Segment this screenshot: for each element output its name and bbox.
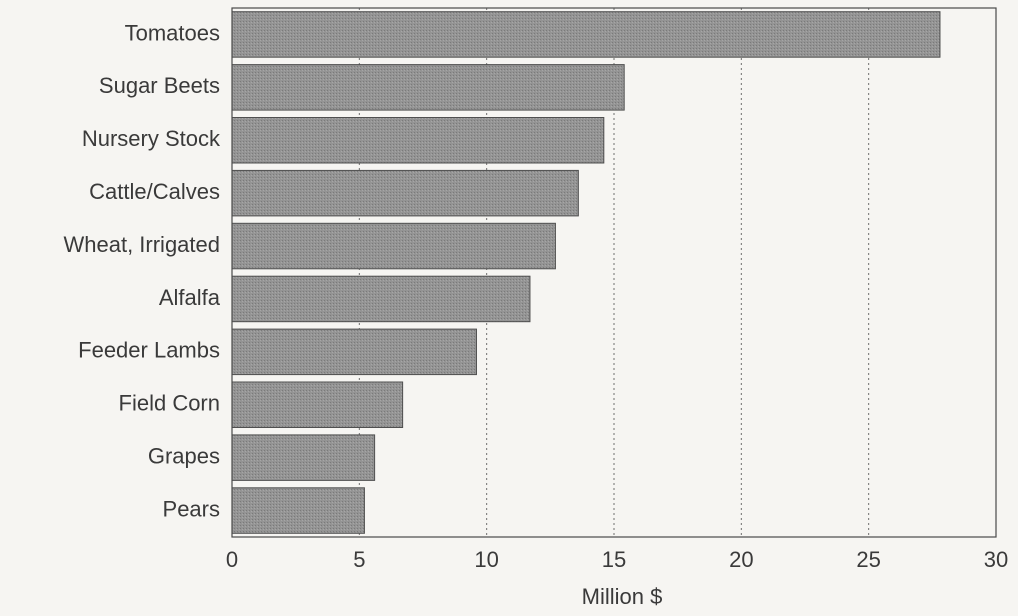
bar-tomatoes: [231, 11, 941, 58]
bar-wheat-irrigated: [231, 222, 556, 270]
x-tick-label: 15: [602, 547, 626, 572]
category-labels: Tomatoes Sugar Beets Nursery Stock Cattle/C…: [63, 20, 221, 521]
bar-nursery-stock: [231, 117, 605, 164]
category-label: Feeder Lambs: [78, 338, 220, 363]
x-tick-label: 0: [226, 547, 238, 572]
category-label: Grapes: [148, 443, 220, 468]
bar-field-corn: [231, 381, 404, 428]
bar-cattle-calves: [231, 169, 579, 217]
plot-frame: [231, 7, 997, 538]
category-label: Pears: [163, 496, 220, 521]
category-label: Cattle/Calves: [89, 179, 220, 204]
bar-feeder-lambs: [231, 328, 477, 376]
bar-alfalfa: [231, 275, 531, 323]
x-tick-label: 30: [984, 547, 1008, 572]
x-tick-label: 5: [353, 547, 365, 572]
category-label: Wheat, Irrigated: [63, 232, 220, 257]
category-label: Nursery Stock: [82, 126, 221, 151]
x-tick-labels: 0 5 10 15 20 25 30: [226, 547, 1008, 572]
category-label: Field Corn: [119, 391, 220, 416]
category-label: Tomatoes: [125, 20, 220, 45]
category-label: Sugar Beets: [99, 73, 220, 98]
bar-pears: [231, 487, 365, 534]
x-tick-label: 10: [474, 547, 498, 572]
x-tick-label: 25: [856, 547, 880, 572]
category-label: Alfalfa: [159, 285, 221, 310]
x-tick-label: 20: [729, 547, 753, 572]
bars: [231, 11, 941, 534]
x-axis-title: Million $: [582, 584, 663, 609]
bar-grapes: [231, 434, 376, 481]
bar-sugar-beets: [231, 64, 625, 111]
